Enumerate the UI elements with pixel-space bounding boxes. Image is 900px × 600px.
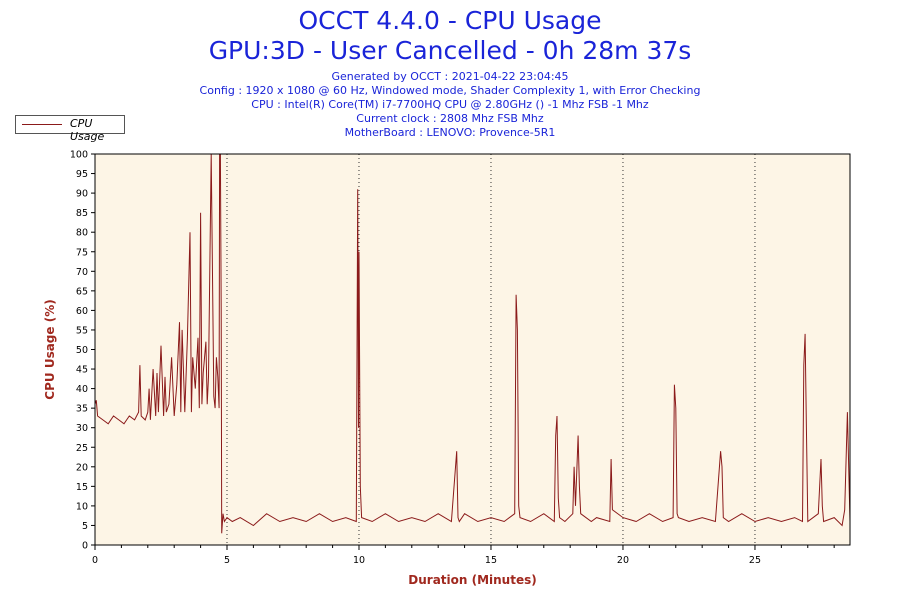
info-generated: Generated by OCCT : 2021-04-22 23:04:45 <box>331 70 569 83</box>
chart-subtitle: GPU:3D - User Cancelled - 0h 28m 37s <box>208 36 692 65</box>
y-tick-label: 90 <box>76 189 88 200</box>
legend-swatch <box>22 124 62 125</box>
y-tick-label: 5 <box>82 521 88 532</box>
info-motherboard: MotherBoard : LENOVO: Provence-5R1 <box>344 126 556 139</box>
y-tick-label: 60 <box>76 306 88 317</box>
x-tick-label: 25 <box>749 555 761 566</box>
x-tick-label: 15 <box>485 555 497 566</box>
y-axis-label: CPU Usage (%) <box>43 299 57 399</box>
y-tick-label: 50 <box>76 345 88 356</box>
plot-border <box>94 153 851 546</box>
info-config: Config : 1920 x 1080 @ 60 Hz, Windowed m… <box>199 84 701 97</box>
legend-label: CPU Usage <box>70 117 105 143</box>
y-tick-label: 80 <box>76 228 88 239</box>
x-tick-label: 20 <box>617 555 629 566</box>
y-tick-label: 35 <box>76 404 88 415</box>
y-tick-label: 40 <box>76 384 88 395</box>
y-tick-label: 10 <box>76 501 88 512</box>
y-tick-label: 0 <box>82 541 88 552</box>
x-tick-label: 5 <box>224 555 230 566</box>
y-tick-label: 15 <box>76 482 88 493</box>
x-tick-label: 0 <box>92 555 98 566</box>
x-tick-label: 10 <box>353 555 365 566</box>
x-axis-label: Duration (Minutes) <box>408 573 536 587</box>
info-clock: Current clock : 2808 Mhz FSB Mhz <box>356 112 544 125</box>
y-tick-label: 20 <box>76 462 88 473</box>
y-tick-label: 65 <box>76 286 88 297</box>
series-line-cpu-usage <box>94 153 851 534</box>
y-tick-label: 70 <box>76 267 88 278</box>
y-tick-label: 30 <box>76 423 88 434</box>
chart-title: OCCT 4.4.0 - CPU Usage <box>298 6 602 35</box>
y-tick-label: 45 <box>76 365 88 376</box>
y-tick-label: 75 <box>76 247 88 258</box>
y-tick-label: 100 <box>70 150 88 161</box>
y-axis: 0 5 10 15 20 25 30 35 40 45 50 55 60 65 70 75 80 85 90 95 10… <box>70 150 95 552</box>
y-tick-label: 85 <box>76 208 88 219</box>
legend: CPU Usage <box>15 115 125 143</box>
plot-area <box>95 154 850 545</box>
y-tick-label: 95 <box>76 169 88 180</box>
info-cpu: CPU : Intel(R) Core(TM) i7-7700HQ CPU @ … <box>251 98 649 111</box>
x-axis: 0 5 10 15 20 25 <box>92 545 835 566</box>
y-tick-label: 55 <box>76 325 88 336</box>
y-tick-label: 25 <box>76 443 88 454</box>
